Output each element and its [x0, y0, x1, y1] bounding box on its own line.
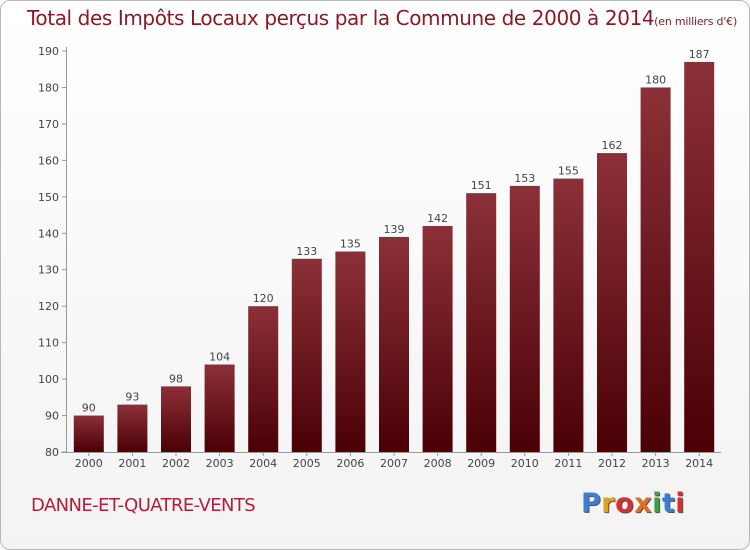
value-label: 98 [169, 372, 183, 385]
y-tick-label: 80 [45, 446, 59, 459]
bar-2007[interactable] [379, 236, 409, 452]
logo-letter: i [675, 488, 686, 519]
bar-2013[interactable] [640, 87, 671, 453]
value-label: 187 [689, 48, 710, 61]
y-tick-label: 130 [38, 264, 59, 277]
bar-2000[interactable] [73, 415, 104, 452]
chart-subtitle: (en milliers d'€) [654, 15, 738, 28]
value-label: 153 [514, 172, 535, 185]
chart-title-main: Total des Impôts Locaux perçus par la Co… [27, 6, 655, 30]
y-tick-label: 140 [38, 227, 59, 240]
x-tick-label: 2014 [685, 457, 713, 470]
value-label: 155 [558, 165, 579, 178]
y-tick-label: 150 [38, 191, 59, 204]
bar-2014[interactable] [684, 61, 715, 452]
bar-2012[interactable] [597, 153, 627, 452]
logo-letter: r [601, 488, 616, 519]
value-label: 135 [340, 238, 361, 251]
bar-2003[interactable] [204, 364, 235, 452]
chart-title: Total des Impôts Locaux perçus par la Co… [27, 6, 737, 30]
bar-2009[interactable] [466, 193, 497, 452]
value-label: 139 [384, 223, 405, 236]
value-label: 104 [209, 351, 230, 364]
y-tick-label: 170 [38, 118, 59, 131]
y-tick-label: 180 [38, 81, 59, 94]
y-tick-label: 100 [38, 373, 59, 386]
value-label: 133 [296, 245, 317, 258]
x-tick-label: 2006 [336, 457, 364, 470]
value-label: 90 [82, 402, 96, 415]
x-tick-label: 2000 [75, 457, 103, 470]
x-tick-label: 2010 [511, 457, 539, 470]
logo-letter: x [634, 488, 653, 519]
logo-letter: i [652, 488, 662, 519]
x-tick-label: 2007 [380, 457, 408, 470]
x-tick-label: 2005 [293, 457, 321, 470]
bar-2001[interactable] [117, 404, 148, 452]
logo-letter: P [581, 488, 602, 519]
x-tick-label: 2011 [554, 457, 582, 470]
value-label: 151 [471, 179, 492, 192]
value-label: 120 [253, 292, 274, 305]
bars [73, 61, 715, 453]
axes: 80 90 100 110 120 130 140 150 160 170 180 190 2000 20… [38, 45, 721, 470]
x-tick-label: 2004 [249, 457, 277, 470]
value-label: 93 [125, 391, 139, 404]
x-tick-label: 2001 [118, 457, 146, 470]
y-tick-label: 160 [38, 154, 59, 167]
x-tick-label: 2009 [467, 457, 495, 470]
bar-2008[interactable] [422, 225, 453, 452]
bar-2006[interactable] [335, 251, 366, 453]
y-tick-label: 90 [45, 410, 59, 423]
x-tick-label: 2012 [598, 457, 626, 470]
y-tick-label: 190 [38, 45, 59, 58]
y-tick-label: 110 [38, 337, 59, 350]
value-label: 180 [645, 73, 666, 86]
x-tick-label: 2013 [642, 457, 670, 470]
bar-2002[interactable] [161, 386, 191, 452]
commune-name: DANNE-ET-QUATRE-VENTS [31, 495, 256, 516]
logo-letter: t [661, 488, 676, 519]
value-labels: 90 93 98 104 120 133 135 139 142 151 153 155 162 180 1… [82, 48, 710, 415]
x-tick-label: 2003 [206, 457, 234, 470]
value-label: 162 [602, 139, 623, 152]
y-tick-label: 120 [38, 300, 59, 313]
x-tick-label: 2008 [424, 457, 452, 470]
value-label: 142 [427, 212, 448, 225]
proxiti-logo[interactable]: Proxiti [581, 488, 691, 524]
bar-2010[interactable] [509, 185, 540, 452]
x-tick-label: 2002 [162, 457, 190, 470]
bar-2005[interactable] [291, 258, 322, 452]
logo-letter: o [615, 488, 635, 519]
bar-2004[interactable] [248, 306, 279, 452]
bar-2011[interactable] [553, 178, 584, 452]
